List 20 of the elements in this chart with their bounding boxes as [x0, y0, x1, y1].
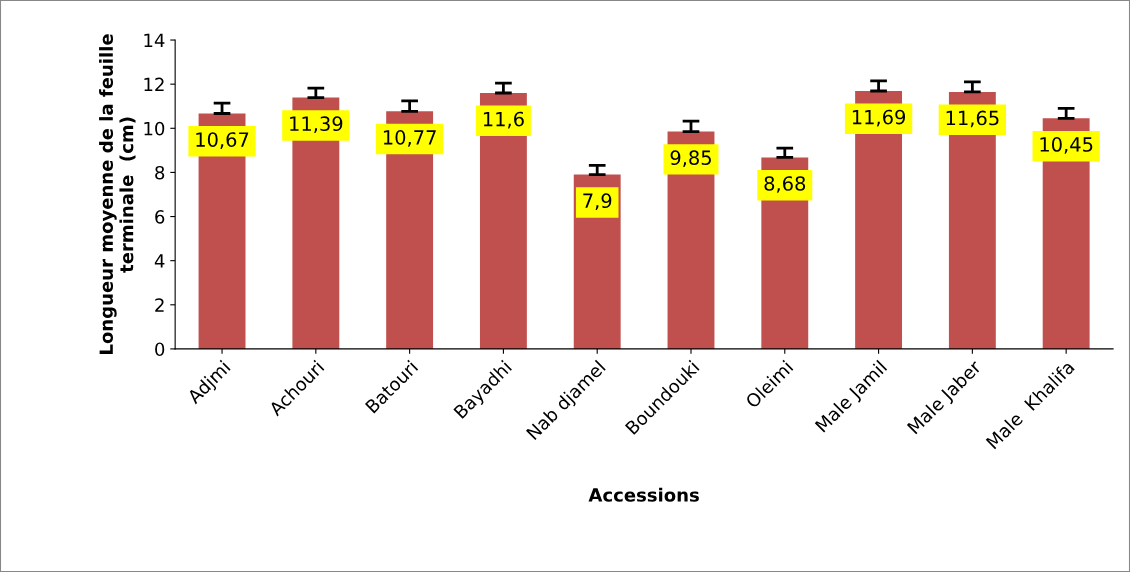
- data-label: 7,9: [583, 193, 612, 211]
- data-label: 10,67: [196, 132, 249, 149]
- y-tick-label: 0: [155, 342, 165, 357]
- y-axis-title: Longueur moyenne de la feuille terminale (cm): [99, 34, 136, 354]
- y-tick-label: 14: [144, 33, 165, 47]
- y-tick-label: 4: [154, 254, 165, 268]
- data-label: 8,68: [764, 176, 806, 193]
- y-tick-label: 10: [144, 121, 165, 136]
- data-label: 11,69: [852, 109, 906, 127]
- data-label: 11,65: [946, 110, 999, 128]
- data-label: 9,85: [670, 150, 711, 167]
- y-tick-label: 8: [155, 165, 165, 180]
- y-tick-label: 12: [144, 77, 164, 92]
- data-label: 11,6: [483, 111, 524, 129]
- data-label: 11,39: [290, 116, 343, 134]
- data-label: 10,77: [383, 130, 436, 147]
- y-tick-label: 2: [155, 298, 164, 312]
- x-axis-title: Accessions: [588, 487, 699, 502]
- data-label: 10,45: [1040, 137, 1093, 154]
- y-tick-label: 6: [155, 210, 165, 224]
